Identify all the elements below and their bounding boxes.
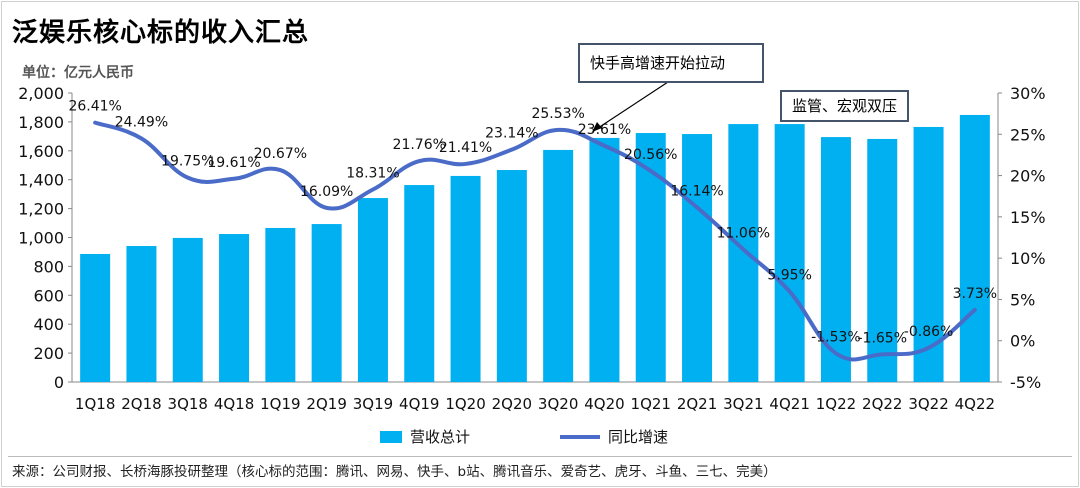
x-tick-label: 1Q18 (75, 395, 115, 413)
left-tick-label: 0 (54, 373, 64, 392)
left-tick-label: 1,800 (18, 113, 64, 132)
bar-1Q19 (265, 227, 296, 382)
bar-4Q20 (589, 137, 620, 382)
x-tick-label: 2Q21 (677, 395, 717, 413)
left-tick-label: 600 (33, 286, 64, 305)
bar-2Q20 (496, 170, 527, 382)
legend-label: 营收总计 (410, 428, 471, 446)
legend-item-revenue: 营收总计 (380, 426, 470, 447)
growth-data-label: -1.65% (857, 330, 907, 346)
bar-4Q19 (404, 185, 435, 382)
x-tick-label: 4Q20 (584, 395, 624, 413)
left-tick-label: 400 (33, 315, 64, 334)
growth-data-label: 23.14% (485, 126, 538, 142)
annotation-arrowhead (592, 122, 602, 132)
legend: 营收总计 同比增速 (380, 426, 668, 447)
growth-data-label: 24.49% (115, 114, 168, 130)
legend-item-growth: 同比增速 (560, 426, 668, 447)
x-tick-label: 4Q21 (769, 395, 809, 413)
left-tick-label: 1,600 (18, 142, 64, 161)
bar-4Q18 (219, 234, 250, 382)
growth-data-label: 21.76% (393, 137, 446, 153)
left-tick-label: 800 (33, 257, 64, 276)
growth-data-label: 19.75% (161, 154, 214, 170)
annotation-regulation: 监管、宏观双压 (780, 90, 910, 122)
growth-data-label: 20.67% (254, 146, 307, 162)
left-tick-label: 1,000 (18, 229, 64, 248)
growth-data-label: 23.61% (578, 122, 631, 138)
x-tick-label: 4Q22 (955, 395, 995, 413)
bar-3Q20 (543, 149, 574, 382)
legend-line-swatch (560, 434, 601, 439)
unit-label: 单位：亿元人民币 (22, 65, 134, 81)
right-tick-label: 15% (1010, 208, 1046, 227)
bar-3Q21 (728, 124, 759, 382)
x-tick-label: 2Q18 (121, 395, 161, 413)
x-tick-label: 3Q18 (168, 395, 208, 413)
bar-4Q22 (959, 114, 990, 383)
right-tick-label: -5% (1010, 373, 1041, 392)
right-tick-label: 5% (1010, 290, 1035, 309)
x-tick-label: 1Q19 (260, 395, 300, 413)
bar-3Q18 (172, 237, 203, 382)
growth-data-label: 16.09% (300, 184, 353, 200)
left-tick-label: 1,400 (18, 171, 64, 190)
x-tick-label: 2Q22 (862, 395, 902, 413)
growth-data-label: 18.31% (346, 166, 399, 182)
bar-2Q18 (126, 246, 157, 382)
left-tick-label: 200 (33, 344, 64, 363)
right-tick-label: 20% (1010, 167, 1046, 186)
divider (8, 456, 1072, 457)
right-tick-label: 10% (1010, 249, 1046, 268)
bar-4Q21 (774, 124, 805, 382)
bar-3Q19 (357, 198, 388, 382)
growth-data-label: 25.53% (531, 106, 584, 122)
annotation-kuaishou: 快手高增速开始拉动 (578, 43, 764, 83)
x-tick-label: 1Q22 (816, 395, 856, 413)
annotation-arrow (594, 81, 669, 131)
x-tick-label: 3Q21 (723, 395, 763, 413)
growth-data-label: -0.86% (904, 324, 954, 340)
growth-data-label: 3.73% (953, 286, 997, 302)
bar-1Q21 (635, 133, 666, 382)
source-note: 来源：公司财报、长桥海豚投研整理（核心标的范围：腾讯、网易、快手、b站、腾讯音乐… (12, 464, 777, 480)
bar-2Q21 (682, 134, 713, 382)
right-tick-label: 25% (1010, 125, 1046, 144)
x-tick-label: 3Q22 (908, 395, 948, 413)
growth-data-label: 11.06% (717, 225, 770, 241)
bar-2Q22 (867, 138, 898, 382)
x-tick-label: 4Q19 (399, 395, 439, 413)
growth-data-label: 20.56% (624, 147, 677, 163)
legend-bar-swatch (380, 430, 402, 443)
x-tick-label: 3Q20 (538, 395, 578, 413)
growth-data-label: 26.41% (68, 99, 121, 115)
bar-1Q20 (450, 175, 481, 382)
x-tick-label: 2Q19 (306, 395, 346, 413)
growth-data-label: 21.41% (439, 140, 492, 156)
x-tick-label: 3Q19 (353, 395, 393, 413)
left-tick-label: 2,000 (18, 84, 64, 103)
legend-label: 同比增速 (608, 428, 669, 446)
x-tick-label: 2Q20 (492, 395, 532, 413)
growth-data-label: 16.14% (670, 183, 723, 199)
x-tick-label: 4Q18 (214, 395, 254, 413)
x-tick-label: 1Q20 (445, 395, 485, 413)
bar-1Q18 (80, 253, 111, 382)
x-tick-label: 1Q21 (631, 395, 671, 413)
growth-line (93, 120, 977, 362)
bar-2Q19 (311, 224, 342, 382)
left-tick-label: 1,200 (18, 200, 64, 219)
growth-data-label: 5.95% (767, 268, 811, 284)
growth-data-label: 19.61% (207, 155, 260, 171)
chart-title: 泛娱乐核心标的收入汇总 (12, 18, 310, 48)
right-tick-label: 0% (1010, 332, 1035, 351)
right-tick-label: 30% (1010, 84, 1046, 103)
growth-data-label: -1.53% (811, 329, 861, 345)
